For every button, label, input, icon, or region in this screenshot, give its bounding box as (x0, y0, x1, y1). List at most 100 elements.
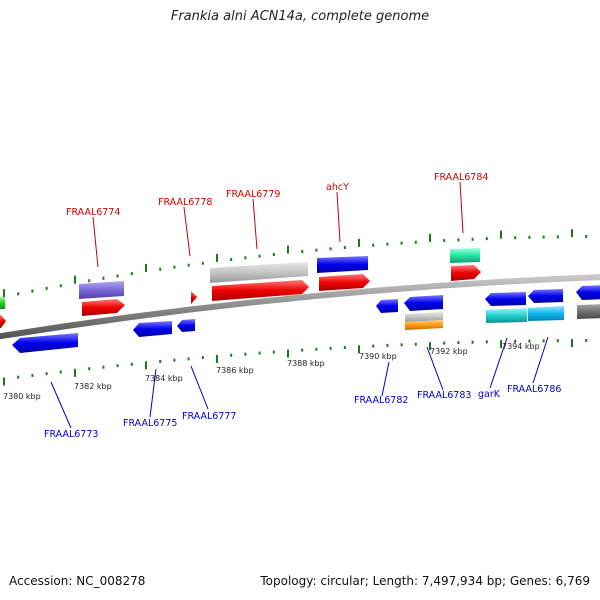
minor-tick (414, 342, 417, 346)
minor-tick (258, 254, 261, 258)
tick-label: 7394 kbp (502, 342, 540, 351)
minor-tick (17, 292, 20, 296)
major-tick (429, 233, 431, 242)
forward-label-leaders (92, 181, 464, 268)
gene-label-reverse[interactable]: FRAAL6775 (123, 418, 177, 429)
minor-tick (329, 247, 332, 251)
minor-tick (400, 241, 403, 245)
minor-tick (372, 344, 375, 348)
minor-tick (45, 372, 48, 376)
minor-tick (528, 235, 531, 239)
minor-tick (471, 340, 474, 344)
gene-arrow-reverse[interactable] (133, 321, 172, 337)
gene-arrow-forward[interactable] (450, 248, 480, 263)
minor-tick (556, 235, 559, 239)
minor-tick (102, 365, 105, 369)
gene-label-reverse[interactable]: FRAAL6783 (417, 390, 471, 401)
minor-tick (457, 238, 460, 242)
major-tick (3, 289, 5, 298)
minor-tick (130, 272, 133, 276)
minor-tick (31, 289, 34, 293)
minor-tick (400, 343, 403, 347)
minor-tick (187, 357, 190, 361)
forward-tick-row (3, 229, 588, 298)
gene-arrow-forward[interactable] (212, 280, 309, 301)
gene-label-reverse[interactable]: FRAAL6782 (354, 395, 408, 406)
minor-tick (59, 370, 62, 374)
minor-tick (258, 351, 261, 355)
gene-arrow-reverse[interactable] (404, 295, 443, 311)
minor-tick (457, 341, 460, 345)
minor-tick (514, 339, 517, 343)
gene-arrow-reverse[interactable] (405, 312, 443, 322)
gene-arrow-reverse[interactable] (486, 308, 527, 323)
gene-arrow-forward[interactable] (82, 299, 125, 316)
minor-tick (528, 339, 531, 343)
minor-tick (485, 340, 488, 344)
minor-tick (88, 367, 91, 371)
minor-tick (272, 350, 275, 354)
gene-label-forward[interactable]: FRAAL6784 (434, 172, 488, 183)
gene-arrow-forward[interactable] (191, 291, 197, 304)
tick-label: 7388 kbp (287, 359, 325, 368)
gene-arrow-forward[interactable] (451, 265, 481, 281)
gene-arrow-reverse[interactable] (485, 292, 526, 306)
minor-tick (173, 265, 176, 269)
major-tick (216, 354, 218, 363)
minor-tick (315, 347, 318, 351)
gene-arrow-forward[interactable] (210, 262, 308, 283)
genome-backbone (0, 274, 600, 340)
major-tick (3, 377, 5, 386)
gene-arrow-forward[interactable] (0, 315, 6, 328)
gene-arrow-forward[interactable] (317, 256, 368, 273)
gene-label-forward[interactable]: FRAAL6779 (226, 189, 280, 200)
minor-tick (130, 362, 133, 366)
tick-label: 7380 kbp (3, 392, 41, 401)
major-tick (74, 275, 76, 284)
minor-tick (59, 284, 62, 288)
gene-label-forward[interactable]: ahcY (326, 182, 349, 193)
gene-arrow-reverse[interactable] (405, 320, 443, 330)
minor-tick (201, 261, 204, 265)
gene-arrow-reverse[interactable] (12, 333, 78, 353)
minor-tick (102, 276, 105, 280)
accession-label: Accession: NC_008278 (9, 574, 146, 588)
minor-tick (315, 248, 318, 252)
minor-tick (17, 375, 20, 379)
major-tick (145, 361, 147, 370)
minor-tick (244, 256, 247, 260)
major-tick (500, 340, 502, 349)
gene-label-forward[interactable]: FRAAL6778 (158, 197, 212, 208)
minor-tick (514, 236, 517, 240)
minor-tick (272, 253, 275, 257)
gene-arrow-reverse[interactable] (177, 319, 195, 332)
tick-label: 7390 kbp (359, 352, 397, 361)
minor-tick (386, 242, 389, 246)
minor-tick (329, 346, 332, 350)
gene-arrow-forward[interactable] (79, 281, 124, 299)
gene-arrow-reverse[interactable] (376, 299, 398, 313)
tick-label: 7386 kbp (216, 366, 254, 375)
reverse-tick-row (3, 339, 588, 386)
gene-arrow-forward[interactable] (0, 297, 5, 309)
gene-label-reverse[interactable]: FRAAL6777 (182, 411, 236, 422)
gene-arrow-reverse[interactable] (528, 306, 564, 321)
gene-label-reverse[interactable]: FRAAL6773 (44, 429, 98, 440)
gene-label-forward[interactable]: FRAAL6774 (66, 207, 120, 218)
major-tick (429, 342, 431, 351)
diagram-title: Frankia alni ACN14a, complete genome (170, 9, 430, 24)
minor-tick (542, 235, 545, 239)
gene-label-reverse[interactable]: garK (478, 389, 501, 400)
major-tick (145, 263, 147, 272)
major-tick (216, 253, 218, 262)
gene-label-reverse[interactable]: FRAAL6786 (507, 384, 561, 395)
gene-arrow-reverse[interactable] (576, 285, 600, 300)
minor-tick (556, 339, 559, 343)
gene-arrow-forward[interactable] (319, 274, 370, 291)
gene-arrow-reverse[interactable] (528, 289, 563, 303)
minor-tick (585, 235, 588, 239)
minor-tick (31, 373, 34, 377)
minor-tick (542, 339, 545, 343)
reverse-genes (12, 285, 600, 353)
gene-arrow-reverse[interactable] (577, 304, 600, 319)
